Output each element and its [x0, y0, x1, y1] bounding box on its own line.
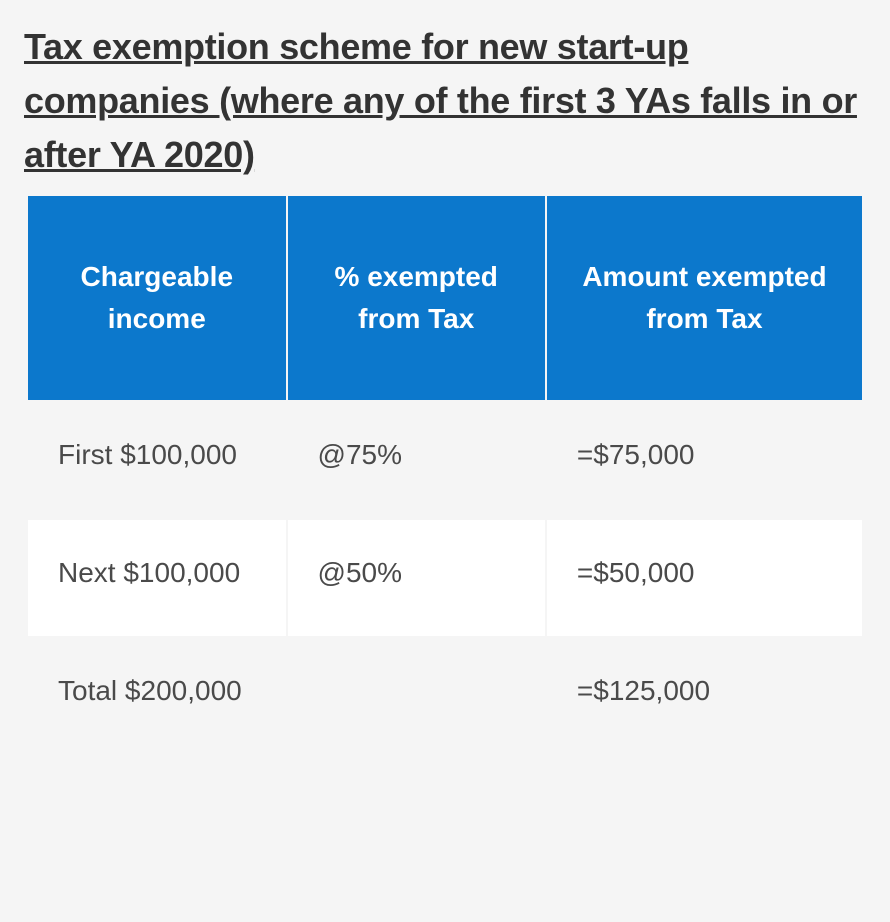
cell-amount: =$75,000	[547, 402, 862, 518]
col-header-amount: Amount exempted from Tax	[547, 196, 862, 400]
table-row: Total $200,000 =$125,000	[28, 638, 862, 754]
cell-chargeable: Next $100,000	[28, 520, 286, 636]
cell-chargeable: First $100,000	[28, 402, 286, 518]
table-row: First $100,000 @75% =$75,000	[28, 402, 862, 518]
cell-amount: =$50,000	[547, 520, 862, 636]
page-title: Tax exemption scheme for new start-up co…	[24, 20, 866, 182]
cell-amount: =$125,000	[547, 638, 862, 754]
table-header-row: Chargeable income % exempted from Tax Am…	[28, 196, 862, 400]
col-header-pct: % exempted from Tax	[288, 196, 545, 400]
table-row: Next $100,000 @50% =$50,000	[28, 520, 862, 636]
col-header-chargeable: Chargeable income	[28, 196, 286, 400]
cell-pct: @75%	[288, 402, 545, 518]
cell-pct	[288, 638, 545, 754]
cell-pct: @50%	[288, 520, 545, 636]
exemption-table: Chargeable income % exempted from Tax Am…	[26, 194, 864, 756]
cell-chargeable: Total $200,000	[28, 638, 286, 754]
